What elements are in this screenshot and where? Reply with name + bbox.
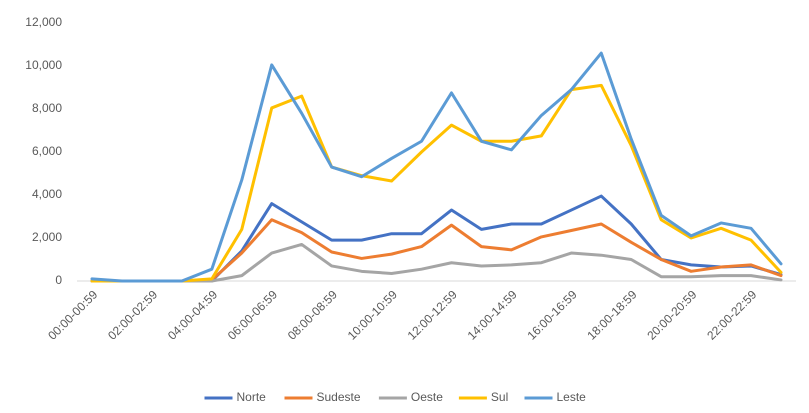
x-tick-label: 06:00-06:59 <box>225 287 280 342</box>
x-tick-label: 14:00-14:59 <box>465 287 520 342</box>
y-tick-label: 4,000 <box>32 187 62 201</box>
y-tick-label: 8,000 <box>32 101 62 115</box>
series-line <box>90 194 783 283</box>
x-tick-label: 20:00-20:59 <box>644 287 699 342</box>
legend-label: Oeste <box>411 390 443 404</box>
x-tick-label: 16:00-16:59 <box>524 287 579 342</box>
x-tick-label: 02:00-02:59 <box>105 287 160 342</box>
x-tick-label: 00:00-00:59 <box>45 287 100 342</box>
y-tick-label: 6,000 <box>32 144 62 158</box>
x-tick-label: 18:00-18:59 <box>584 287 639 342</box>
x-tick-label: 10:00-10:59 <box>345 287 400 342</box>
x-tick-label: 22:00-22:59 <box>704 287 759 342</box>
y-tick-label: 0 <box>55 273 62 287</box>
x-tick-label: 12:00-12:59 <box>405 287 460 342</box>
x-tick-label: 04:00-04:59 <box>165 287 220 342</box>
y-tick-label: 12,000 <box>25 15 62 29</box>
legend-label: Norte <box>237 390 267 404</box>
x-tick-label: 08:00-08:59 <box>285 287 340 342</box>
y-tick-label: 10,000 <box>25 58 62 72</box>
series-line <box>90 242 783 283</box>
series-line <box>90 83 783 283</box>
legend-label: Sudeste <box>317 390 361 404</box>
legend-label: Sul <box>491 390 508 404</box>
series-line <box>90 51 783 283</box>
y-tick-label: 2,000 <box>32 230 62 244</box>
legend-label: Leste <box>557 390 587 404</box>
